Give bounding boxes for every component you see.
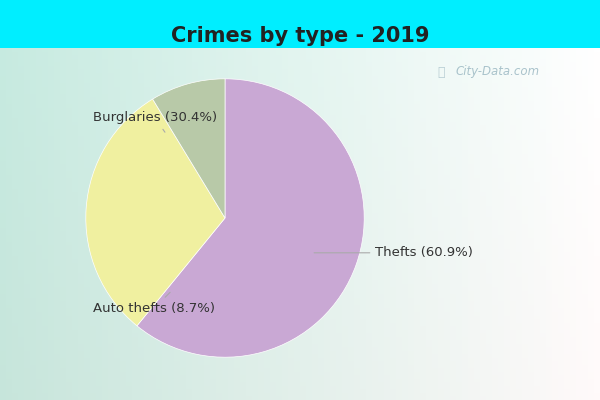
- Text: Crimes by type - 2019: Crimes by type - 2019: [171, 26, 429, 46]
- Wedge shape: [137, 79, 364, 357]
- Wedge shape: [152, 79, 225, 218]
- Text: Auto thefts (8.7%): Auto thefts (8.7%): [93, 292, 215, 315]
- Text: Burglaries (30.4%): Burglaries (30.4%): [93, 111, 217, 132]
- Text: ⓘ: ⓘ: [437, 66, 445, 78]
- Text: City-Data.com: City-Data.com: [456, 66, 540, 78]
- Wedge shape: [86, 99, 225, 326]
- Text: Thefts (60.9%): Thefts (60.9%): [314, 246, 473, 259]
